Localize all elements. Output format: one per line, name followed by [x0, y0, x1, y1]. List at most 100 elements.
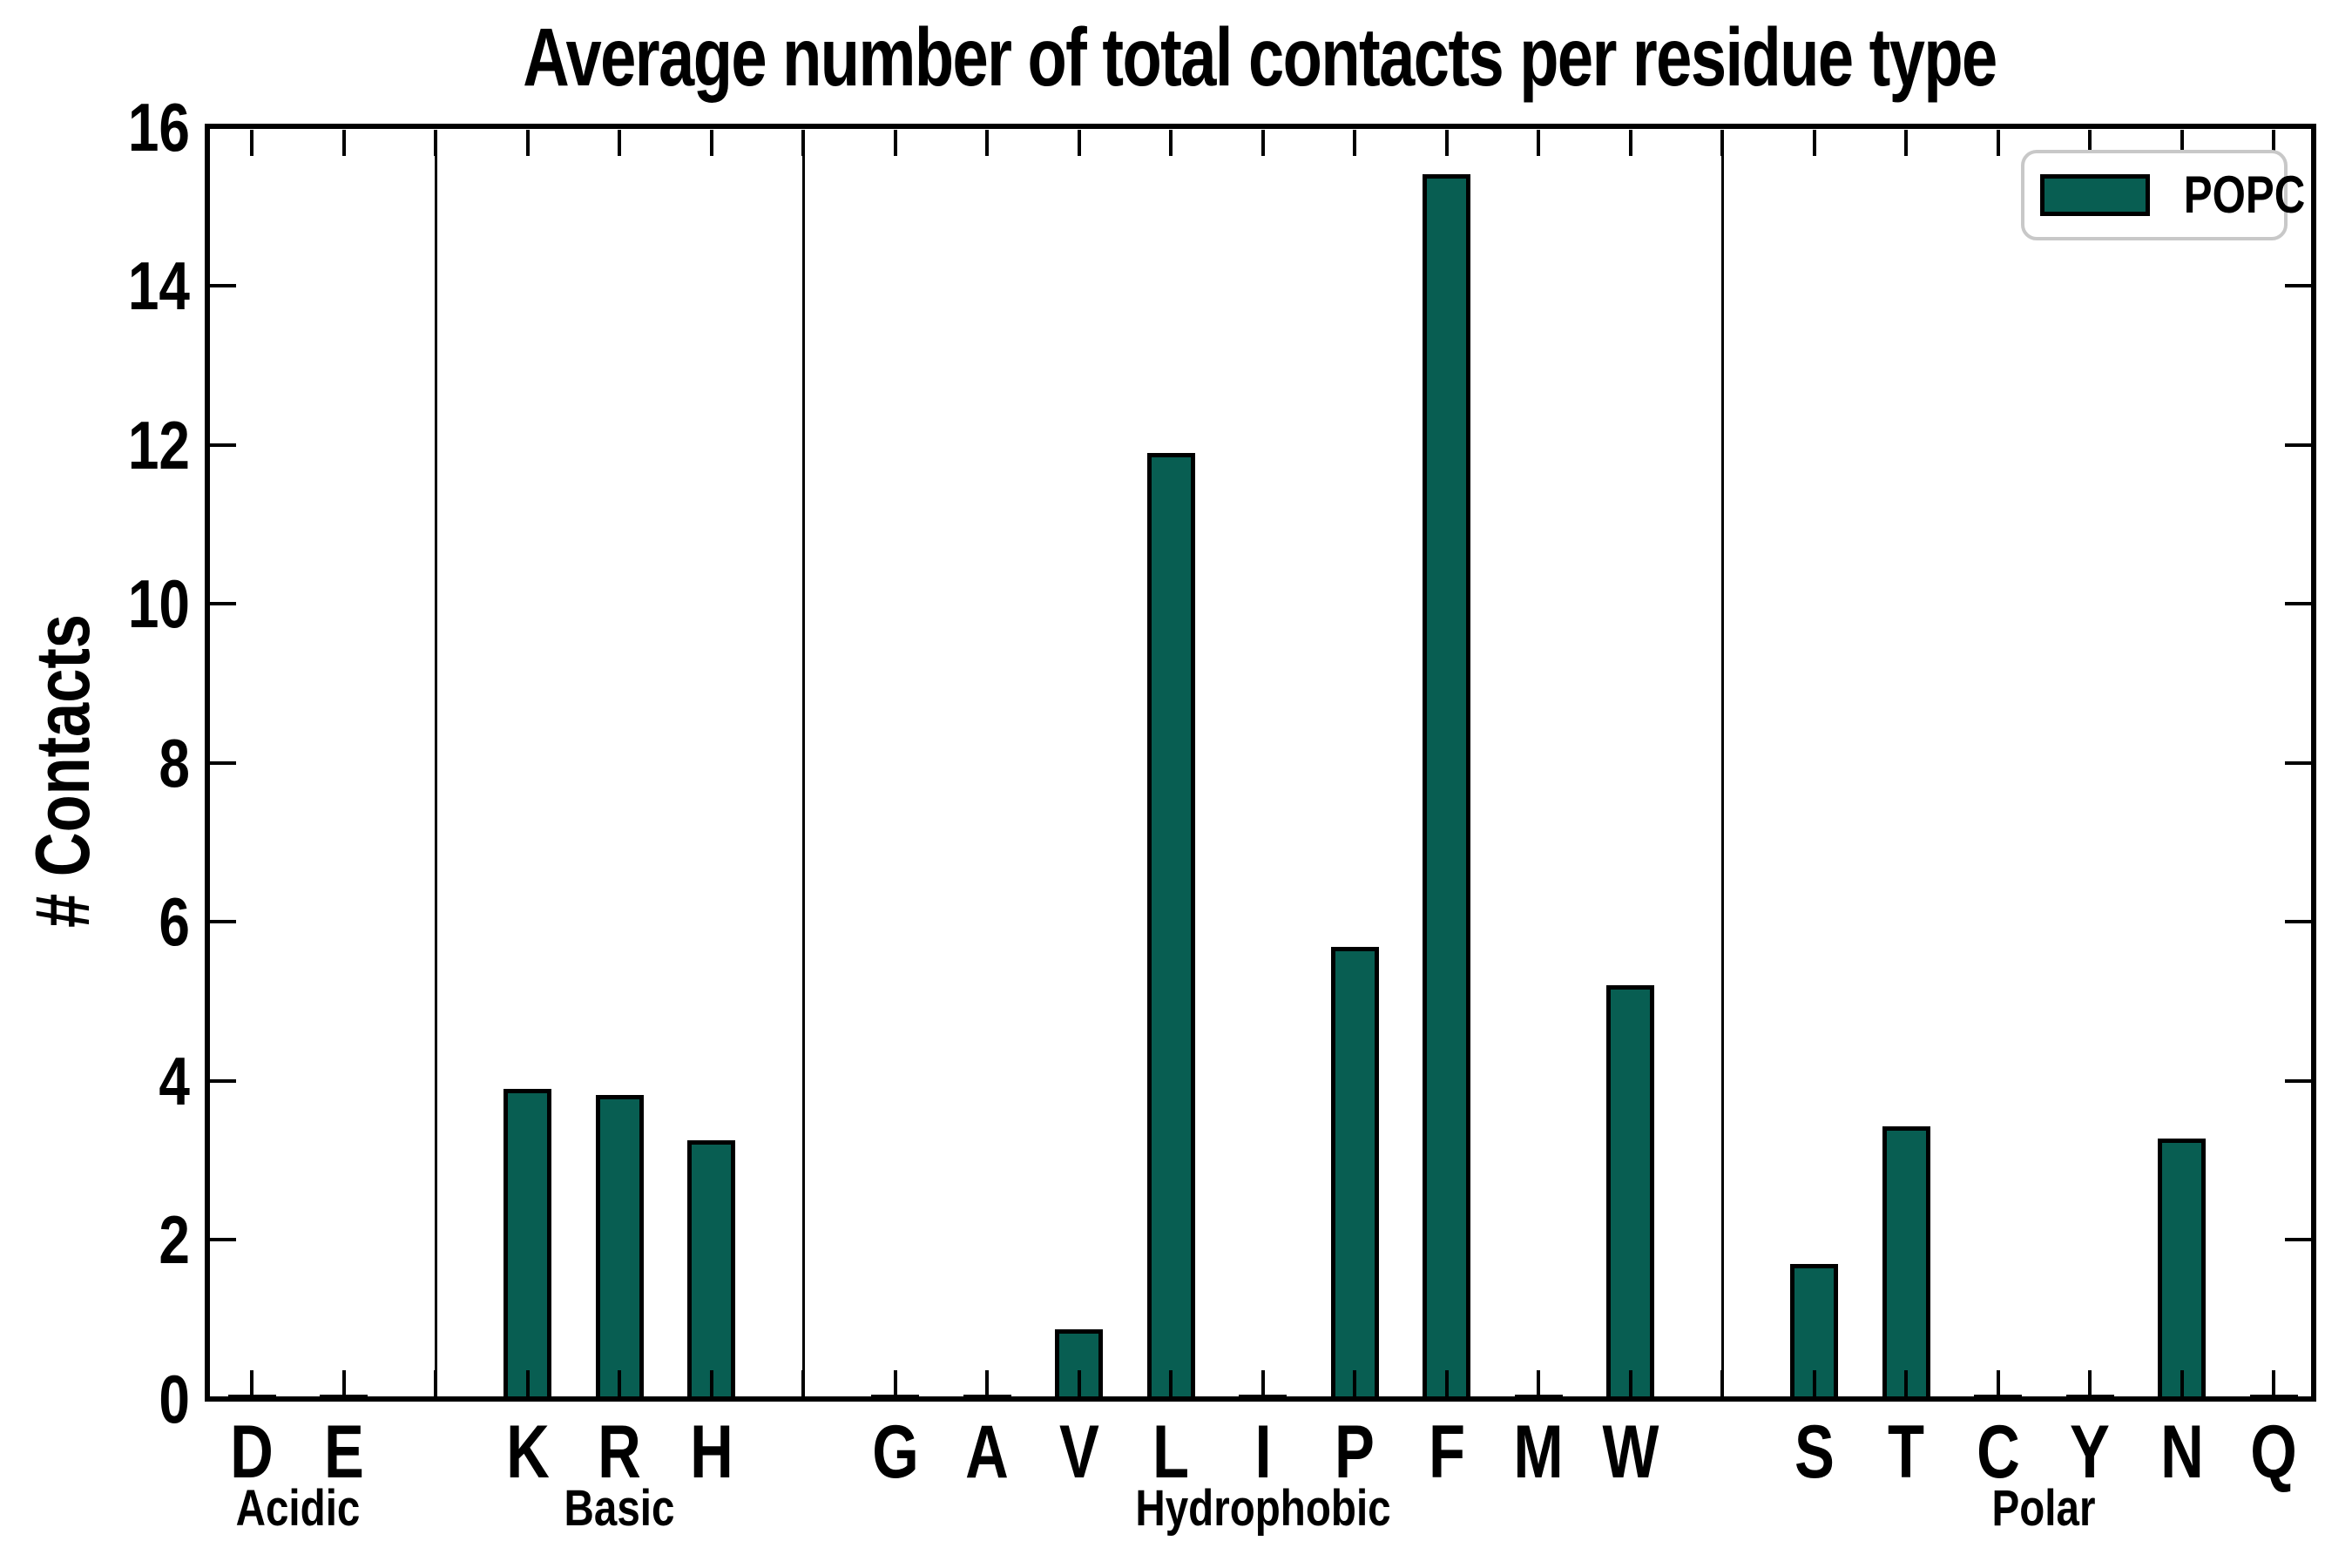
x-tick-label-I: I: [1254, 1410, 1272, 1494]
x-tick-bottom: [1628, 1369, 1632, 1396]
chart-title: Average number of total contacts per res…: [523, 11, 1997, 104]
x-tick-label-V: V: [1058, 1410, 1099, 1494]
y-tick-label: 16: [127, 88, 190, 166]
x-tick-bottom: [525, 1369, 530, 1396]
x-tick-top: [1260, 129, 1265, 156]
y-tick-right: [2285, 1078, 2311, 1083]
x-tick-top: [525, 129, 530, 156]
y-tick-right: [2285, 920, 2311, 923]
x-tick-top: [434, 129, 437, 156]
bar-P: [1330, 947, 1379, 1402]
y-tick-label: 12: [127, 406, 190, 483]
group-label-hydrophobic: Hydrophobic: [1134, 1480, 1391, 1537]
x-tick-label-L: L: [1152, 1410, 1190, 1494]
y-tick-right: [2285, 125, 2311, 129]
x-tick-bottom: [1169, 1369, 1173, 1396]
bar-R: [595, 1094, 644, 1402]
x-tick-bottom: [1812, 1369, 1816, 1396]
x-tick-top: [1720, 129, 1724, 156]
x-tick-label-R: R: [598, 1410, 641, 1494]
x-tick-label-K: K: [505, 1410, 550, 1494]
y-tick-left: [210, 602, 236, 605]
bar-K: [504, 1088, 551, 1402]
legend-label-popc: POPC: [2183, 166, 2306, 224]
bar-T: [1882, 1125, 1930, 1402]
x-tick-label-S: S: [1794, 1410, 1835, 1494]
legend-swatch-popc: [2040, 174, 2150, 216]
y-tick-right: [2285, 284, 2311, 287]
x-tick-bottom: [1077, 1369, 1081, 1396]
group-divider: [801, 129, 805, 1396]
x-tick-top: [1077, 129, 1081, 156]
y-tick-right: [2285, 602, 2311, 605]
x-tick-label-W: W: [1602, 1410, 1659, 1494]
bar-L: [1146, 452, 1195, 1402]
x-tick-label-F: F: [1428, 1410, 1465, 1494]
y-tick-left: [210, 1238, 236, 1241]
y-tick-label: 8: [159, 724, 190, 801]
x-tick-top: [985, 129, 989, 156]
y-tick-right: [2285, 760, 2311, 765]
group-label-acidic: Acidic: [235, 1480, 361, 1537]
x-tick-bottom: [1537, 1369, 1540, 1396]
x-tick-bottom: [709, 1369, 713, 1396]
x-tick-top: [2180, 129, 2184, 156]
y-tick-label: 14: [127, 247, 190, 324]
x-tick-bottom: [618, 1369, 621, 1396]
x-tick-label-M: M: [1513, 1410, 1564, 1494]
x-tick-bottom: [341, 1369, 346, 1396]
y-tick-right: [2285, 443, 2311, 447]
x-tick-bottom: [1444, 1369, 1449, 1396]
y-tick-left: [210, 920, 236, 923]
x-tick-top: [1537, 129, 1540, 156]
group-divider: [1720, 129, 1724, 1396]
y-tick-right: [2285, 1238, 2311, 1241]
y-tick-left: [210, 125, 236, 129]
y-tick-left: [210, 760, 236, 765]
x-tick-top: [618, 129, 621, 156]
x-tick-label-A: A: [965, 1410, 1009, 1494]
x-tick-top: [1353, 129, 1356, 156]
x-tick-label-Q: Q: [2250, 1410, 2297, 1494]
x-tick-bottom: [250, 1369, 253, 1396]
x-tick-top: [893, 129, 897, 156]
x-tick-top: [1996, 129, 2000, 156]
x-tick-bottom: [2088, 1369, 2092, 1396]
x-tick-label-T: T: [1887, 1410, 1925, 1494]
y-tick-label: 0: [159, 1360, 190, 1437]
bar-N: [2158, 1139, 2206, 1402]
x-tick-bottom: [2272, 1369, 2275, 1396]
y-tick-left: [210, 443, 236, 447]
x-tick-label-Y: Y: [2070, 1410, 2110, 1494]
x-tick-bottom: [985, 1369, 989, 1396]
x-tick-top: [801, 129, 805, 156]
x-tick-bottom: [893, 1369, 897, 1396]
x-tick-label-E: E: [323, 1410, 364, 1494]
bar-H: [687, 1139, 735, 1402]
x-tick-label-H: H: [689, 1410, 733, 1494]
y-tick-left: [210, 1078, 236, 1083]
x-tick-bottom: [1260, 1369, 1265, 1396]
y-tick-left: [210, 284, 236, 287]
x-tick-bottom: [1353, 1369, 1356, 1396]
group-label-polar: Polar: [1991, 1480, 2096, 1537]
group-label-basic: Basic: [564, 1480, 675, 1537]
x-tick-top: [1169, 129, 1173, 156]
legend-box: POPC: [2021, 150, 2306, 240]
bar-W: [1606, 985, 1654, 1402]
x-tick-label-G: G: [871, 1410, 919, 1494]
group-divider: [434, 129, 437, 1396]
x-tick-bottom: [1996, 1369, 2000, 1396]
x-tick-top: [1444, 129, 1449, 156]
x-tick-bottom: [1904, 1369, 1908, 1396]
y-tick-label: 10: [127, 565, 190, 642]
y-tick-label: 2: [159, 1201, 190, 1278]
y-tick-label: 6: [159, 883, 190, 960]
x-tick-label-P: P: [1335, 1410, 1375, 1494]
x-tick-top: [1628, 129, 1632, 156]
x-tick-label-C: C: [1976, 1410, 2020, 1494]
x-tick-top: [2088, 129, 2092, 156]
bar-V: [1055, 1329, 1103, 1402]
